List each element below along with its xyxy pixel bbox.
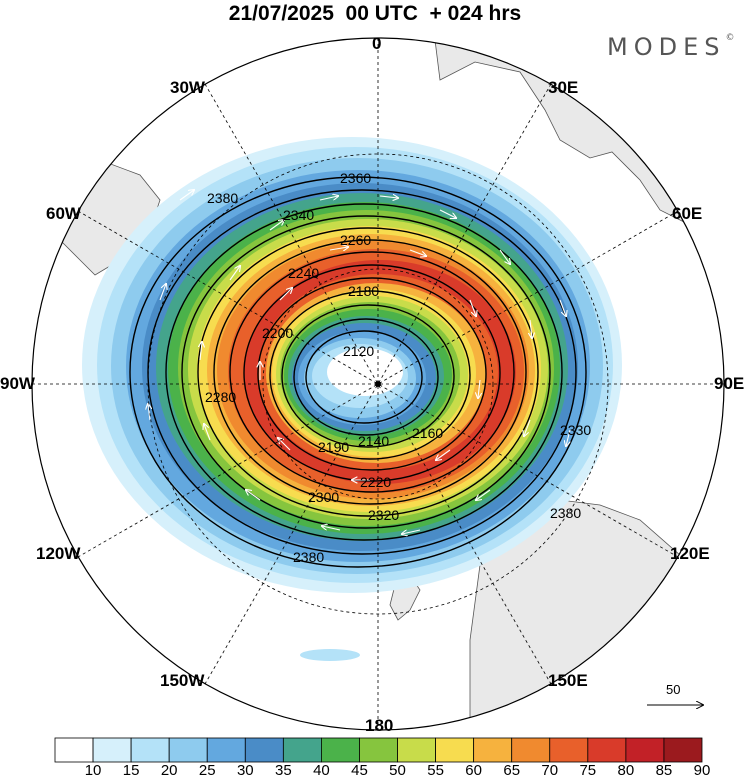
colorbar-tick-label: 70 bbox=[541, 762, 559, 779]
lon-label-60e: 60E bbox=[672, 204, 703, 223]
colorbar-tick-label: 20 bbox=[160, 762, 178, 779]
contour-label: 2240 bbox=[288, 265, 319, 281]
lon-label-120w: 120W bbox=[36, 544, 81, 563]
graticule bbox=[32, 38, 724, 730]
contour-label: 2120 bbox=[343, 343, 374, 359]
contour-label: 2380 bbox=[293, 549, 324, 565]
colorbar-swatch bbox=[625, 737, 665, 763]
contour-label: 2300 bbox=[308, 489, 339, 505]
contour-label: 2190 bbox=[318, 439, 349, 455]
contour-label: 2180 bbox=[348, 283, 379, 299]
lon-label-90e: 90E bbox=[714, 374, 745, 393]
colorbar-tick-label: 65 bbox=[503, 762, 521, 779]
lon-label-150w: 150W bbox=[160, 671, 205, 690]
colorbar-tick-label: 10 bbox=[84, 762, 102, 779]
colorbar-swatch bbox=[206, 737, 246, 763]
contour-label: 2160 bbox=[412, 425, 443, 441]
colorbar bbox=[54, 737, 703, 763]
colorbar-swatch bbox=[435, 737, 475, 763]
colorbar-tick-label: 45 bbox=[351, 762, 368, 779]
lon-label-120e: 120E bbox=[670, 544, 710, 563]
colorbar-swatch bbox=[321, 737, 360, 763]
lon-label-30w: 30W bbox=[170, 78, 205, 97]
contour-label: 2220 bbox=[360, 474, 391, 490]
south-pole-dot bbox=[375, 381, 381, 387]
contour-label: 2260 bbox=[340, 232, 371, 248]
colorbar-tick-label: 30 bbox=[236, 762, 254, 779]
contour-label-group: 2120 2140 2160 2180 2190 2200 2220 2240 … bbox=[205, 170, 591, 565]
colorbar-swatch bbox=[359, 737, 398, 763]
colorbar-swatch bbox=[54, 737, 94, 763]
contour-label: 2280 bbox=[205, 389, 236, 405]
colorbar-tick-label: 80 bbox=[617, 762, 635, 779]
colorbar-swatch bbox=[511, 737, 551, 763]
colorbar-tick-label: 75 bbox=[579, 762, 597, 779]
brand-logo: MODES© bbox=[607, 33, 735, 61]
height-contours bbox=[129, 176, 587, 568]
colorbar-swatch bbox=[168, 737, 208, 763]
colorbar-tick-label: 25 bbox=[198, 762, 216, 779]
contour-label: 2320 bbox=[368, 507, 399, 523]
contour-label: 2380 bbox=[207, 190, 238, 206]
colorbar-swatch bbox=[244, 737, 284, 763]
lon-label-90w: 90W bbox=[0, 374, 35, 393]
colorbar-tick-label: 55 bbox=[427, 762, 444, 779]
lon-label-60w: 60W bbox=[46, 204, 81, 223]
colorbar-tick-label: 50 bbox=[389, 762, 406, 779]
contour-label: 2330 bbox=[560, 422, 591, 438]
colorbar-tick-label: 15 bbox=[122, 762, 140, 779]
colorbar-tick-label: 40 bbox=[313, 762, 330, 779]
lon-label-30e: 30E bbox=[548, 78, 579, 97]
contour-label: 2340 bbox=[283, 207, 314, 223]
colorbar-tick-label: 35 bbox=[275, 762, 292, 779]
colorbar-swatch bbox=[549, 737, 589, 763]
colorbar-swatch bbox=[663, 737, 703, 763]
contour-label: 2140 bbox=[358, 433, 389, 449]
colorbar-swatch bbox=[587, 737, 627, 763]
colorbar-swatch bbox=[397, 737, 436, 763]
contour-label: 2360 bbox=[340, 170, 371, 186]
colorbar-swatch bbox=[92, 737, 132, 763]
map-title: 21/07/2025 00 UTC + 024 hrs bbox=[228, 2, 522, 25]
scale-vector-label: 50 bbox=[666, 682, 681, 697]
colorbar-tick-label: 90 bbox=[693, 762, 711, 779]
contour-label: 2200 bbox=[262, 325, 293, 341]
lon-label-150e: 150E bbox=[548, 671, 588, 690]
wind-vectors bbox=[148, 190, 570, 534]
contour-label: 2380 bbox=[550, 505, 581, 521]
colorbar-swatch bbox=[282, 737, 322, 763]
colorbar-tick-label: 85 bbox=[655, 762, 673, 779]
lon-label-0: 0 bbox=[372, 34, 382, 53]
lon-label-180: 180 bbox=[365, 716, 394, 735]
colorbar-swatch bbox=[130, 737, 170, 763]
colorbar-swatch bbox=[473, 737, 513, 763]
colorbar-tick-label: 60 bbox=[465, 762, 482, 779]
